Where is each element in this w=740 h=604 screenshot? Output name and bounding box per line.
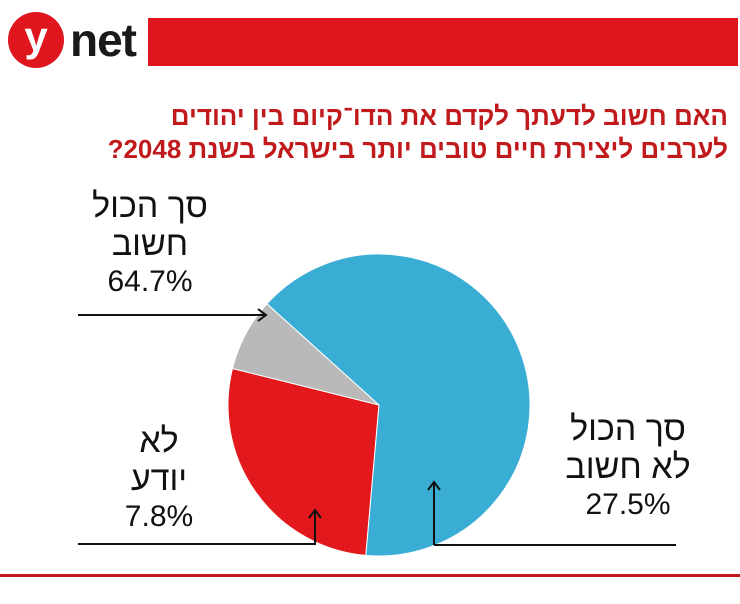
slice-label-dont-know-line-1: לא [139, 422, 179, 460]
chart-title: האם חשוב לדעתך לקדם את הדו־קיום בין יהוד… [12, 100, 728, 166]
chart-title-line-2: לערבים ליצירת חיים טובים יותר בישראל בשנ… [107, 134, 728, 164]
bottom-divider [0, 574, 740, 577]
leader-important-arrowhead [257, 308, 268, 322]
slice-label-dont-know-line-2: יודע [130, 460, 188, 498]
slice-label-dont-know: לא יודע 7.8% [86, 422, 232, 536]
logo-word: net [70, 14, 137, 66]
slice-value-important: 64.7% [107, 265, 193, 298]
slice-label-important-line-1: סך הכול [92, 187, 208, 225]
logo-letter: y [8, 12, 64, 68]
leader-dont-know [78, 510, 316, 545]
slice-label-important: סך הכול חשוב 64.7% [72, 187, 228, 301]
leader-dont-know-arrowhead [308, 508, 322, 519]
pie-slice-important [266, 253, 531, 557]
slice-label-important-line-2: חשוב [111, 225, 189, 263]
chart-title-line-1: האם חשוב לדעתך לקדם את הדו־קיום בין יהוד… [170, 101, 728, 131]
slice-label-not-important-line-2: לא חשוב [565, 448, 691, 486]
slice-value-not-important: 27.5% [585, 488, 671, 521]
pie-slice-not-important [227, 367, 380, 556]
header-bar [148, 18, 738, 66]
leader-not-important-arrowhead [427, 480, 441, 491]
slice-label-not-important-line-1: סך הכול [570, 410, 686, 448]
slice-label-not-important: סך הכול לא חשוב 27.5% [534, 410, 722, 524]
ynet-logo[interactable]: y net [8, 12, 144, 68]
slice-value-dont-know: 7.8% [124, 500, 194, 533]
